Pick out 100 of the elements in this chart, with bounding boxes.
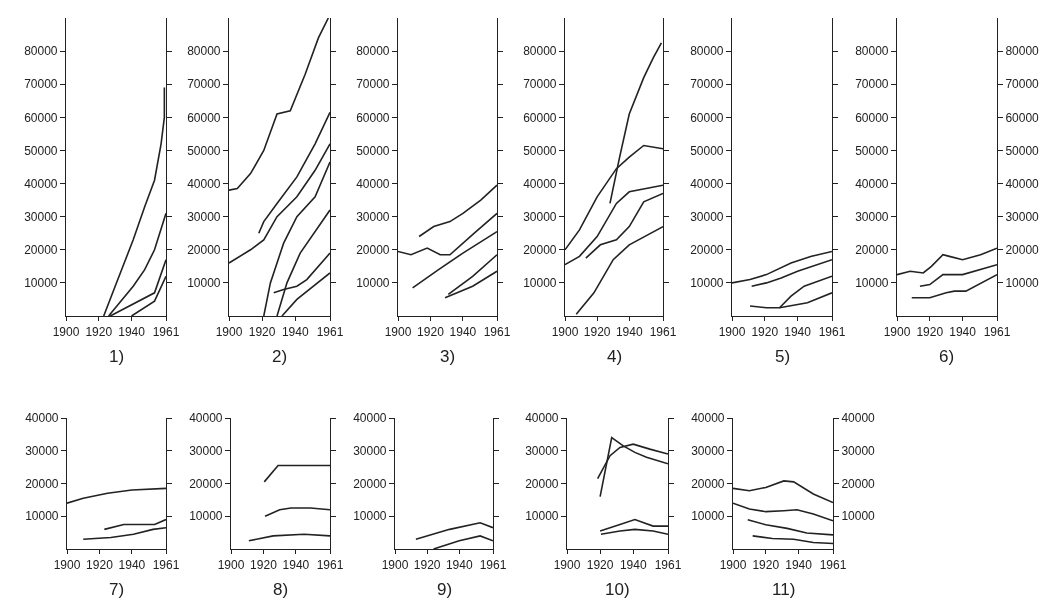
text: 11)	[772, 580, 796, 599]
y-tick-label: 40000	[353, 411, 387, 426]
y2-tick-label: 70000	[1005, 77, 1040, 92]
y-tick-label: 60000	[24, 110, 58, 125]
y-tick-label: 30000	[855, 209, 889, 224]
x-tick-label: 1961	[316, 557, 344, 572]
x-tick-label: 1900	[384, 324, 412, 339]
x-tick-label: 1920	[752, 557, 780, 572]
y-tick-label: 10000	[25, 509, 59, 524]
y-tick-label: 40000	[187, 176, 221, 191]
x-tick-label: 1961	[483, 324, 511, 339]
y-tick-label: 30000	[691, 443, 725, 458]
x-tick-label: 1961	[654, 557, 682, 572]
y-tick-label: 20000	[691, 476, 725, 491]
x-tick-label: 1920	[413, 557, 441, 572]
y-tick-label: 10000	[353, 509, 387, 524]
y-tick-label: 60000	[690, 110, 724, 125]
y-tick-label: 10000	[189, 509, 223, 524]
y-tick-label: 40000	[523, 176, 557, 191]
x-tick-label: 1961	[479, 557, 507, 572]
y2-tick-label: 40000	[841, 411, 876, 426]
y-tick-label: 20000	[523, 242, 557, 257]
y-tick-label: 30000	[25, 443, 59, 458]
y-tick-label: 80000	[187, 44, 221, 59]
x-tick-label: 1961	[316, 324, 344, 339]
x-tick-label: 1961	[152, 557, 180, 572]
y-tick-label: 10000	[24, 276, 58, 291]
y-tick-label: 20000	[353, 476, 387, 491]
text: 3)	[440, 347, 456, 366]
y-tick-label: 10000	[690, 276, 724, 291]
x-tick-label: 1920	[916, 324, 944, 339]
text: 5)	[775, 347, 791, 366]
y-tick-label: 40000	[24, 176, 58, 191]
y-tick-label: 50000	[356, 143, 390, 158]
y-tick-label: 80000	[523, 44, 557, 59]
y-tick-label: 50000	[523, 143, 557, 158]
y-tick-label: 60000	[187, 110, 221, 125]
x-tick-label: 1920	[85, 324, 113, 339]
y-tick-label: 60000	[356, 110, 390, 125]
y-tick-label: 20000	[855, 242, 889, 257]
y2-tick-label: 20000	[1005, 242, 1040, 257]
x-tick-label: 1920	[86, 557, 114, 572]
y-tick-label: 70000	[356, 77, 390, 92]
y-tick-label: 30000	[353, 443, 387, 458]
y-tick-label: 80000	[690, 44, 724, 59]
text: 1)	[109, 347, 125, 366]
x-tick-label: 1920	[250, 557, 278, 572]
x-tick-label: 1920	[751, 324, 779, 339]
y-tick-label: 20000	[690, 242, 724, 257]
y-tick-label: 20000	[25, 476, 59, 491]
text: 7)	[109, 580, 125, 599]
y-tick-label: 20000	[189, 476, 223, 491]
x-tick-label: 1900	[381, 557, 409, 572]
x-tick-label: 1961	[819, 557, 847, 572]
x-tick-label: 1900	[52, 324, 80, 339]
y2-tick-label: 30000	[1005, 209, 1040, 224]
y2-tick-label: 20000	[841, 476, 876, 491]
y-tick-label: 50000	[187, 143, 221, 158]
x-tick-label: 1900	[718, 324, 746, 339]
y-tick-label: 60000	[523, 110, 557, 125]
x-tick-label: 1940	[619, 557, 647, 572]
y-tick-label: 10000	[525, 509, 559, 524]
x-tick-label: 1940	[282, 557, 310, 572]
x-tick-label: 1900	[551, 324, 579, 339]
x-tick-label: 1940	[281, 324, 309, 339]
y-tick-label: 10000	[523, 276, 557, 291]
y-tick-label: 50000	[855, 143, 889, 158]
y-tick-label: 40000	[25, 411, 59, 426]
y-tick-label: 50000	[690, 143, 724, 158]
y-tick-label: 70000	[690, 77, 724, 92]
x-tick-label: 1900	[883, 324, 911, 339]
x-tick-label: 1940	[949, 324, 977, 339]
x-tick-label: 1940	[785, 557, 813, 572]
x-tick-label: 1961	[152, 324, 180, 339]
y-tick-label: 10000	[691, 509, 725, 524]
y-tick-label: 80000	[356, 44, 390, 59]
x-tick-label: 1920	[248, 324, 276, 339]
y-tick-label: 70000	[523, 77, 557, 92]
y-tick-label: 40000	[691, 411, 725, 426]
y-tick-label: 30000	[523, 209, 557, 224]
y-tick-label: 60000	[855, 110, 889, 125]
y2-tick-label: 40000	[1005, 176, 1040, 191]
y2-tick-label: 10000	[1005, 276, 1040, 291]
y-tick-label: 70000	[187, 77, 221, 92]
y-tick-label: 30000	[525, 443, 559, 458]
y2-tick-label: 10000	[841, 509, 876, 524]
y-tick-label: 20000	[24, 242, 58, 257]
y-tick-label: 30000	[189, 443, 223, 458]
x-tick-label: 1940	[615, 324, 643, 339]
x-tick-label: 1940	[449, 324, 477, 339]
y-tick-label: 40000	[855, 176, 889, 191]
y-tick-label: 70000	[855, 77, 889, 92]
y-tick-label: 30000	[187, 209, 221, 224]
y-tick-label: 20000	[187, 242, 221, 257]
x-tick-label: 1900	[215, 324, 243, 339]
text: 8)	[273, 580, 289, 599]
y-tick-label: 30000	[690, 209, 724, 224]
text: 2)	[272, 347, 288, 366]
y-tick-label: 40000	[356, 176, 390, 191]
y-tick-label: 10000	[855, 276, 889, 291]
